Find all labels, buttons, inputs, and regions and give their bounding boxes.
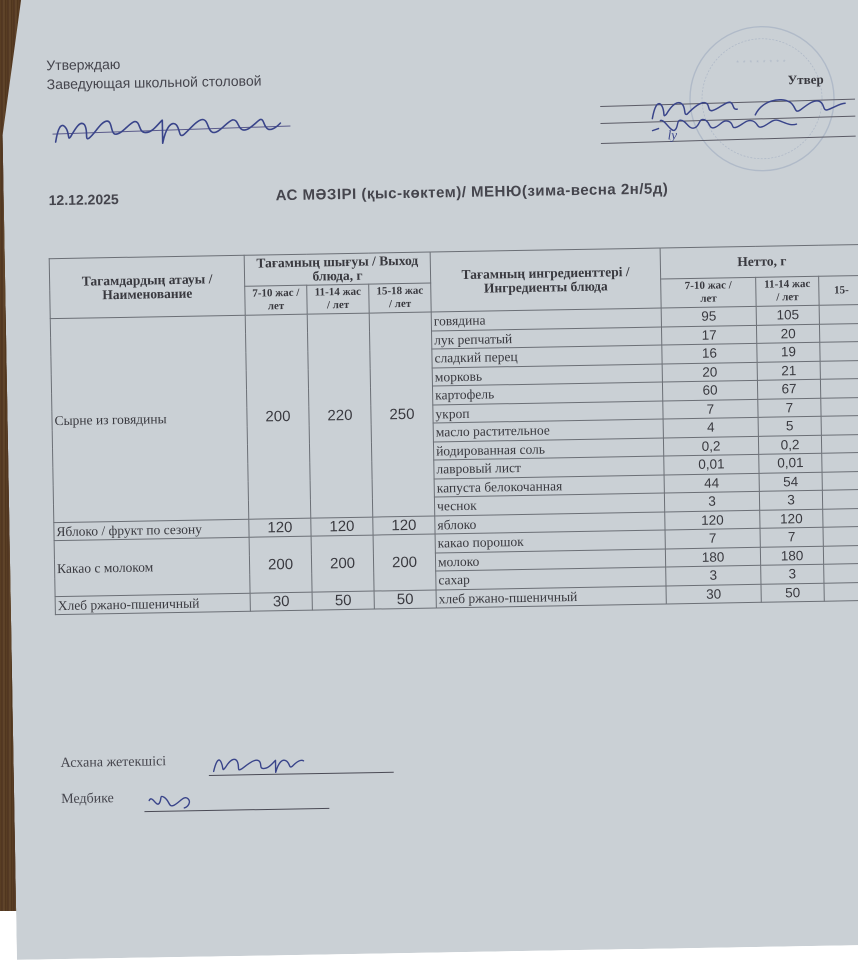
- svg-text:* * * * * * * *: * * * * * * * *: [736, 59, 787, 67]
